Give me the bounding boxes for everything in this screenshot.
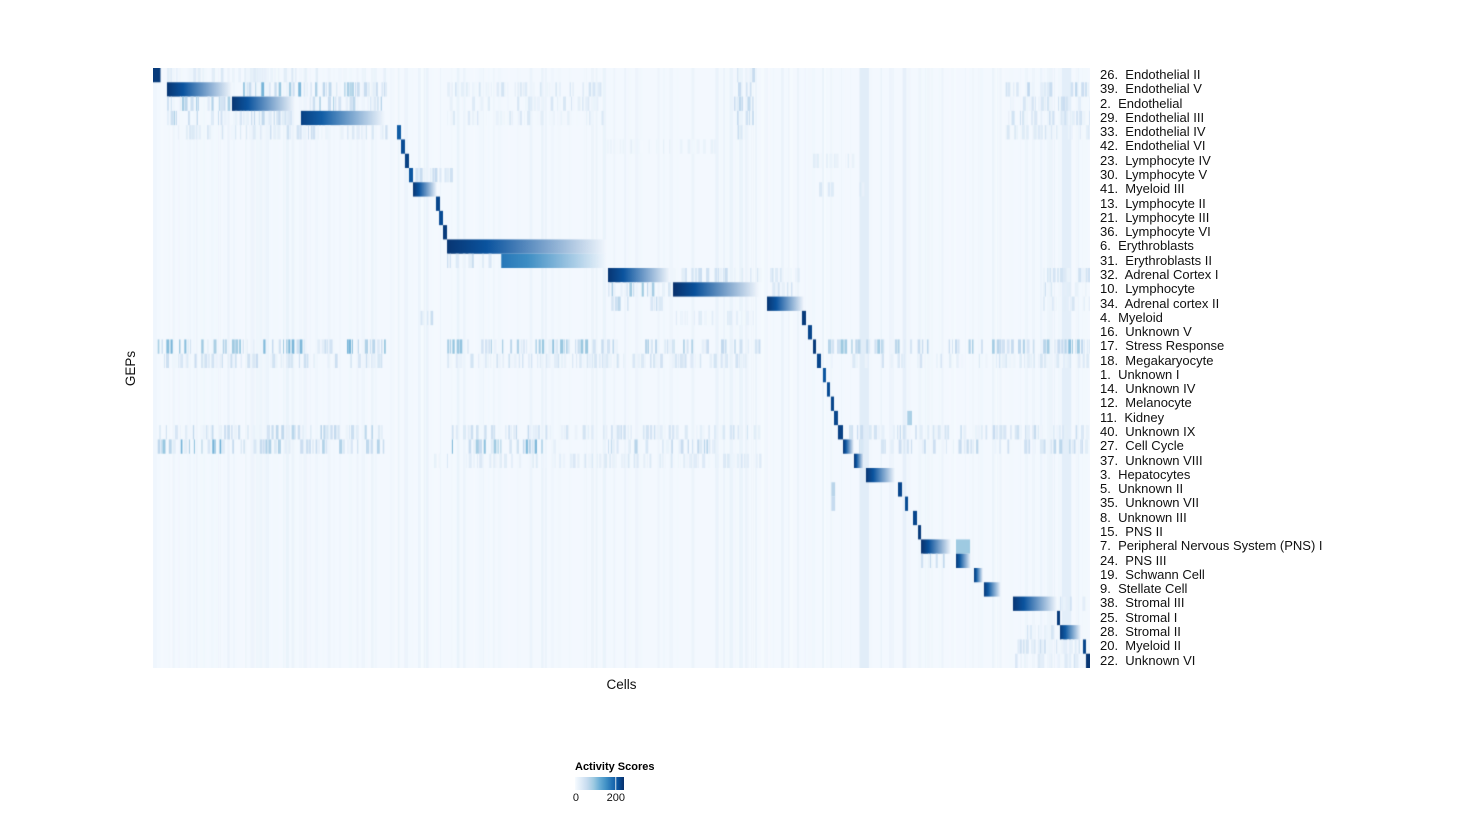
- row-label: 3. Hepatocytes: [1100, 466, 1191, 482]
- row-label: 28. Stromal II: [1100, 623, 1181, 639]
- heatmap-canvas: [153, 68, 1090, 668]
- row-label: 7. Peripheral Nervous System (PNS) I: [1100, 538, 1323, 554]
- row-label: 17. Stress Response: [1100, 338, 1225, 354]
- row-label: 9. Stellate Cell: [1100, 581, 1188, 597]
- row-label: 40. Unknown IX: [1100, 424, 1196, 440]
- row-label: 18. Megakaryocyte: [1100, 352, 1214, 368]
- row-label: 25. Stromal I: [1100, 609, 1178, 625]
- row-label: 11. Kidney: [1100, 409, 1165, 425]
- row-label: 13. Lymphocyte II: [1100, 195, 1206, 211]
- row-label: 29. Endothelial III: [1100, 109, 1205, 125]
- row-label: 42. Endothelial VI: [1100, 138, 1206, 154]
- row-label: 5. Unknown II: [1100, 481, 1184, 497]
- row-label: 33. Endothelial IV: [1100, 124, 1206, 140]
- row-label: 37. Unknown VIII: [1100, 452, 1203, 468]
- colorbar-title: Activity Scores: [575, 761, 655, 773]
- y-axis-title: GEPs: [120, 68, 142, 668]
- colorbar-tick-label-max: 200: [606, 792, 626, 804]
- row-label: 31. Erythroblasts II: [1100, 252, 1212, 268]
- row-label: 19. Schwann Cell: [1100, 566, 1205, 582]
- row-label: 23. Lymphocyte IV: [1100, 152, 1211, 168]
- row-label: 20. Myeloid II: [1100, 638, 1181, 654]
- colorbar-legend: Activity Scores 0 200: [572, 761, 695, 805]
- row-label: 16. Unknown V: [1100, 324, 1192, 340]
- row-label: 41. Myeloid III: [1100, 181, 1185, 197]
- row-label: 34. Adrenal cortex II: [1100, 295, 1220, 311]
- colorbar-gradient: [575, 777, 624, 790]
- row-label: 6. Erythroblasts: [1100, 238, 1194, 254]
- row-label: 12. Melanocyte: [1100, 395, 1192, 411]
- row-label: 14. Unknown IV: [1100, 381, 1196, 397]
- row-label: 24. PNS III: [1100, 552, 1167, 568]
- row-label: 1. Unknown I: [1100, 366, 1180, 382]
- row-label: 10. Lymphocyte: [1100, 281, 1195, 297]
- y-axis-title-text: GEPs: [123, 350, 139, 386]
- row-label: 22. Unknown VI: [1100, 652, 1196, 668]
- colorbar-tick-label-min: 0: [572, 792, 580, 804]
- row-label: 38. Stromal III: [1100, 595, 1185, 611]
- row-label: 32. Adrenal Cortex I: [1100, 266, 1219, 282]
- row-label: 27. Cell Cycle: [1100, 438, 1184, 454]
- colorbar-ticks: 0 200: [572, 792, 626, 805]
- row-label: 21. Lymphocyte III: [1100, 209, 1210, 225]
- row-label: 30. Lymphocyte V: [1100, 166, 1208, 182]
- row-label: 8. Unknown III: [1100, 509, 1187, 525]
- row-labels: 26. Endothelial II 39. Endothelial V 2. En…: [1100, 67, 1456, 668]
- row-label: 35. Unknown VII: [1100, 495, 1199, 511]
- row-label: 15. PNS II: [1100, 524, 1163, 539]
- row-label: 4. Myeloid: [1100, 309, 1163, 325]
- row-label: 26. Endothelial II: [1100, 67, 1201, 82]
- row-label: 39. Endothelial V: [1100, 81, 1202, 97]
- row-label: 36. Lymphocyte VI: [1100, 224, 1211, 240]
- x-axis-title: Cells: [606, 677, 637, 692]
- row-label: 2. Endothelial: [1100, 95, 1183, 111]
- colorbar-tick-mark: [615, 777, 617, 790]
